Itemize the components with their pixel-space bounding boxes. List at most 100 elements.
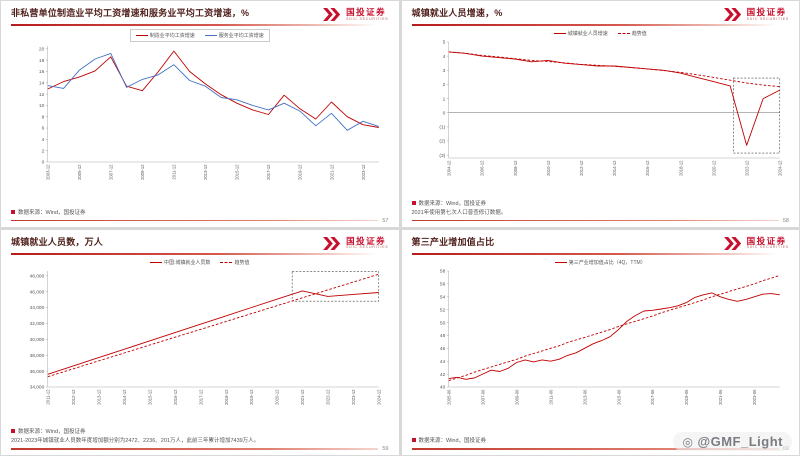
x-tick-label: 2005-06 (446, 388, 451, 404)
title-underline (411, 24, 789, 26)
legend-item: 第三产业增加值占比（4Q，TTM） (554, 259, 646, 266)
y-tick-label: 2 (442, 82, 445, 88)
brand-name-cn: 国投证券 (746, 235, 787, 246)
x-tick-label: 2014-12 (612, 160, 617, 176)
source-row: 数据来源：Wind，国投证券 (11, 427, 389, 435)
y-tick-label: 36,000 (30, 368, 45, 374)
slide-wage-growth: 非私营单位制造业平均工资增速和服务业平均工资增速，% 国投证券 SDIC SEC… (1, 1, 399, 227)
y-tick-label: 46 (439, 346, 445, 352)
legend-item: 趋势值 (617, 30, 647, 37)
x-tick-label: 2020-12 (711, 160, 716, 176)
x-tick-label: 2008-12 (512, 160, 517, 176)
slide-tertiary-share: 第三产业增加值占比 国投证券 SDIC SECURITIES 第三产业增加值占比… (401, 229, 799, 455)
brand-text: 国投证券 SDIC SECURITIES (747, 8, 789, 21)
legend-label: 趋势值 (234, 259, 250, 266)
x-tick-label: 2012-12 (71, 388, 76, 404)
y-tick-label: 4 (42, 137, 45, 143)
y-tick-label: 46,000 (30, 289, 45, 295)
chart-legend: 中国:城镇就业人员数 趋势值 (150, 258, 249, 267)
watermark-text: @GMF_Light (697, 434, 783, 449)
series-line-第三产业增加值占比（4Q，TTM） (448, 291, 780, 380)
chart-canvas: 34,000 36,000 38,000 40,000 42,000 44,000 46,0… (30, 270, 382, 404)
x-tick-label: 2020-12 (275, 388, 280, 404)
x-tick-label: 2006-12 (479, 160, 484, 176)
brand-text: 国投证券 SDIC SECURITIES (346, 8, 388, 21)
slide-header: 第三产业增加值占比 国投证券 SDIC SECURITIES (412, 235, 790, 250)
x-tick-label: 2011-12 (172, 164, 177, 180)
slide-footer: 数据来源：Wind，国投证券 2021年使用第七次人口普查修订数据。 58 (411, 199, 789, 224)
source-text: 数据来源：Wind，国投证券 (418, 438, 487, 444)
brand-name-cn: 国投证券 (346, 7, 387, 17)
x-tick-label: 2018-12 (224, 388, 229, 404)
slide-footer: 数据来源：Wind，国投证券 2021-2023年城镇就业人员数年度增加额分别为… (11, 427, 389, 452)
tertiary-share-line-chart: 40 42 44 46 48 50 52 54 56 58 2005-06 2007-06 2009-0… (412, 267, 790, 413)
y-tick-label: 42 (439, 371, 445, 377)
y-tick-label: 0 (442, 110, 445, 116)
y-tick-label: 12 (39, 92, 45, 98)
y-tick-label: 38,000 (30, 352, 45, 358)
employment-growth-line-chart: 5 4 3 2 1 0 (1) (2) (3) 2004-12 2006-12 2008-12 2010… (412, 38, 790, 184)
brand-chevrons-icon (723, 8, 741, 21)
series-line-趋势值 (47, 273, 379, 377)
x-tick-label: 2015-12 (147, 388, 152, 404)
slide-header: 城镇就业人员数，万人 国投证券 SDIC SECURITIES (11, 236, 389, 250)
y-tick-label: 40,000 (30, 337, 45, 343)
legend-swatch (220, 261, 233, 263)
x-tick-label: 2011-12 (46, 388, 51, 404)
legend-swatch (617, 33, 630, 34)
brand-logo: 国投证券 SDIC SECURITIES (722, 8, 789, 21)
y-tick-label: 5 (442, 40, 445, 46)
title-underline (11, 24, 389, 26)
x-tick-label: 2022-12 (744, 160, 749, 176)
source-bullet-icon (11, 429, 15, 433)
y-tick-label: 58 (439, 268, 445, 274)
x-tick-label: 2019-12 (298, 164, 303, 180)
slide-title: 城镇就业人员数，万人 (11, 236, 104, 247)
x-tick-label: 2023-12 (361, 164, 366, 180)
x-tick-label: 2011-06 (548, 388, 553, 404)
x-tick-label: 2015-12 (235, 164, 240, 180)
series-line-城镇就业人员增速 (448, 51, 780, 146)
legend-label: 第三产业增加值占比（4Q，TTM） (568, 259, 646, 266)
brand-chevrons-icon (323, 236, 341, 250)
series-line-制造业平均工资增速 (47, 50, 379, 128)
brand-name-en: SDIC SECURITIES (746, 245, 789, 249)
x-tick-label: 2021-06 (718, 388, 723, 404)
y-tick-label: 56 (439, 281, 445, 287)
source-row: 数据来源：Wind，国投证券 (11, 208, 389, 216)
source-text: 数据来源：Wind，国投证券 (18, 429, 86, 435)
x-tick-label: 2024-12 (777, 160, 782, 176)
y-tick-label: 34,000 (30, 384, 45, 390)
brand-logo: 国投证券 SDIC SECURITIES (722, 235, 789, 250)
series-line-中国:城镇就业人员数 (47, 289, 379, 375)
series-line-趋势值 (448, 51, 780, 88)
page-number: 58 (782, 217, 789, 224)
x-tick-label: 2004-12 (446, 160, 451, 176)
chart-legend: 制造业平均工资增速 服务业平均工资增速 (129, 29, 270, 42)
source-text: 数据来源：Wind，国投证券 (18, 209, 86, 216)
x-tick-label: 2014-12 (122, 388, 127, 404)
x-tick-label: 2009-06 (514, 388, 519, 404)
highlight-box (732, 77, 780, 154)
watermark: ◎ @GMF_Light (673, 432, 792, 451)
y-tick-label: 10 (39, 103, 45, 109)
brand-chevrons-icon (323, 8, 341, 21)
legend-label: 趋势值 (631, 31, 647, 37)
x-tick-label: 2021-12 (300, 388, 305, 404)
legend-label: 制造业平均工资增速 (149, 33, 195, 39)
chart-legend: 第三产业增加值占比（4Q，TTM） (554, 258, 646, 267)
chart-canvas: 40 42 44 46 48 50 52 54 56 58 2005-06 2007-06 2009-0… (439, 268, 780, 404)
employment-level-line-chart: 34,000 36,000 38,000 40,000 42,000 44,000 46,0… (11, 267, 389, 413)
footer-row: 57 (11, 218, 389, 224)
y-tick-label: 4 (442, 54, 445, 60)
x-tick-label: 2024-12 (377, 388, 382, 404)
y-tick-label: 42,000 (30, 321, 45, 327)
page-number: 59 (382, 446, 389, 452)
y-tick-label: 48,000 (30, 273, 45, 279)
x-tick-label: 2015-06 (616, 388, 621, 404)
brand-logo: 国投证券 SDIC SECURITIES (321, 8, 388, 21)
slide-employment-level: 城镇就业人员数，万人 国投证券 SDIC SECURITIES 中国:城镇就业人… (1, 229, 399, 455)
x-tick-label: 2013-12 (96, 388, 101, 404)
legend-swatch (204, 35, 217, 36)
